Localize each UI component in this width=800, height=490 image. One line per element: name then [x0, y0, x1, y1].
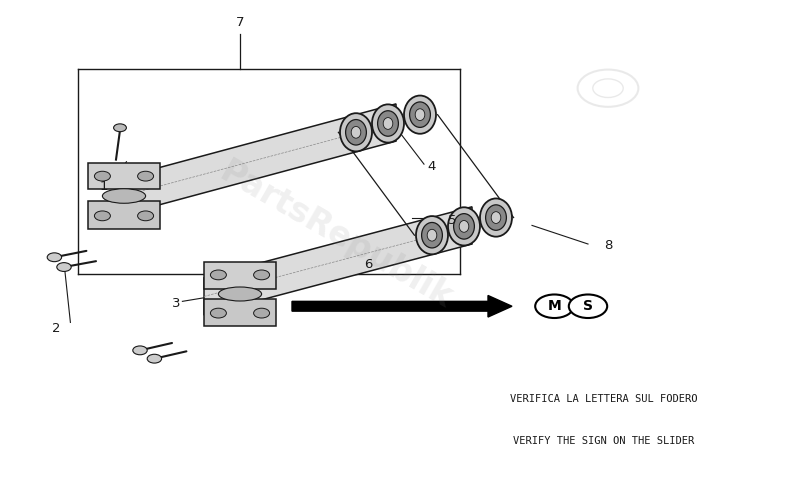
Circle shape [210, 270, 226, 280]
Text: VERIFY THE SIGN ON THE SLIDER: VERIFY THE SIGN ON THE SLIDER [514, 436, 694, 446]
Circle shape [138, 211, 154, 220]
Text: 7: 7 [236, 16, 244, 28]
Ellipse shape [454, 214, 474, 239]
Text: M: M [547, 299, 562, 313]
Text: 5: 5 [448, 214, 456, 227]
Ellipse shape [346, 120, 366, 145]
Ellipse shape [422, 222, 442, 248]
Polygon shape [132, 104, 396, 212]
Text: 1: 1 [100, 180, 108, 193]
Circle shape [147, 354, 162, 363]
Circle shape [94, 172, 110, 181]
Polygon shape [88, 163, 160, 190]
Ellipse shape [486, 205, 506, 230]
Text: PartsRepublik: PartsRepublik [214, 155, 458, 315]
Ellipse shape [351, 126, 361, 138]
Ellipse shape [480, 198, 512, 237]
Circle shape [535, 294, 574, 318]
Ellipse shape [383, 118, 393, 129]
Circle shape [254, 308, 270, 318]
Circle shape [210, 308, 226, 318]
Circle shape [57, 263, 71, 271]
Circle shape [138, 172, 154, 181]
Circle shape [47, 253, 62, 262]
Circle shape [254, 270, 270, 280]
Text: 4: 4 [428, 160, 436, 173]
Ellipse shape [448, 207, 480, 245]
FancyArrow shape [292, 295, 512, 317]
Ellipse shape [459, 220, 469, 232]
Ellipse shape [378, 111, 398, 136]
Text: 8: 8 [604, 239, 612, 251]
Polygon shape [204, 299, 276, 326]
Ellipse shape [102, 189, 146, 203]
Text: 6: 6 [364, 258, 372, 271]
Text: 2: 2 [52, 322, 60, 335]
Ellipse shape [218, 287, 262, 301]
Ellipse shape [416, 216, 448, 254]
Text: VERIFICA LA LETTERA SUL FODERO: VERIFICA LA LETTERA SUL FODERO [510, 394, 698, 404]
Circle shape [94, 211, 110, 220]
Text: 3: 3 [172, 297, 180, 310]
Circle shape [569, 294, 607, 318]
Polygon shape [204, 262, 276, 289]
Ellipse shape [372, 104, 404, 143]
Ellipse shape [491, 212, 501, 223]
Polygon shape [204, 207, 472, 315]
Circle shape [133, 346, 147, 355]
Ellipse shape [410, 102, 430, 127]
Ellipse shape [340, 113, 372, 151]
Ellipse shape [427, 229, 437, 241]
Ellipse shape [404, 96, 436, 134]
Text: S: S [583, 299, 593, 313]
Polygon shape [88, 201, 160, 229]
Ellipse shape [415, 109, 425, 121]
Circle shape [114, 124, 126, 132]
